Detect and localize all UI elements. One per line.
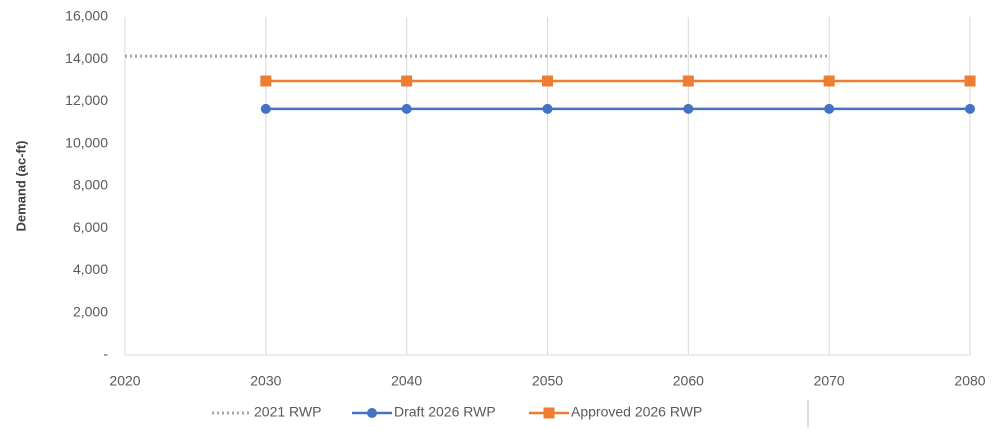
point xyxy=(401,103,412,114)
y-tick-label: 14,000 xyxy=(65,50,108,66)
legend-marker xyxy=(543,407,555,419)
y-tick-label: 12,000 xyxy=(65,92,108,108)
y-tick-label: 2,000 xyxy=(73,303,108,319)
point xyxy=(260,103,271,114)
point xyxy=(683,103,694,114)
point xyxy=(260,75,272,87)
x-tick-label: 2040 xyxy=(391,373,422,389)
point xyxy=(542,103,553,114)
point xyxy=(824,103,835,114)
x-tick-label: 2050 xyxy=(532,373,563,389)
y-tick-label: 16,000 xyxy=(65,8,108,24)
x-tick-label: 2030 xyxy=(250,373,281,389)
legend-label: Approved 2026 RWP xyxy=(571,404,702,420)
x-tick-label: 2020 xyxy=(109,373,140,389)
y-tick-label: 8,000 xyxy=(73,177,108,193)
point xyxy=(682,75,694,87)
legend-marker xyxy=(367,408,377,418)
legend-label: 2021 RWP xyxy=(254,404,321,420)
point xyxy=(965,103,975,114)
y-tick-label: 6,000 xyxy=(73,219,108,235)
x-tick-label: 2070 xyxy=(814,373,845,389)
y-tick-label: 10,000 xyxy=(65,134,108,150)
x-tick-label: 2060 xyxy=(673,373,704,389)
y-axis-title: Demand (ac-ft) xyxy=(13,140,28,231)
point xyxy=(964,75,976,87)
point xyxy=(401,75,413,87)
legend-label: Draft 2026 RWP xyxy=(394,404,496,420)
y-tick-label: - xyxy=(103,346,108,362)
x-tick-label: 2080 xyxy=(954,373,985,389)
point xyxy=(542,75,553,87)
point xyxy=(823,75,835,87)
y-tick-label: 4,000 xyxy=(73,261,108,277)
